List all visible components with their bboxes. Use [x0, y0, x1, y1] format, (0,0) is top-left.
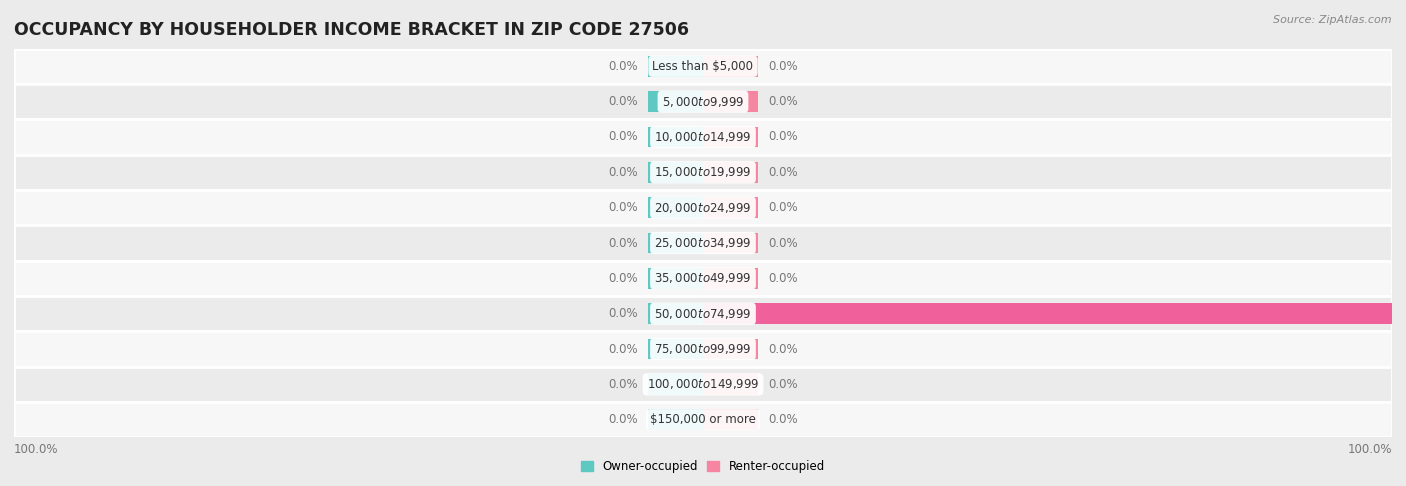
Text: 0.0%: 0.0%	[607, 60, 637, 73]
Text: $50,000 to $74,999: $50,000 to $74,999	[654, 307, 752, 321]
Text: 0.0%: 0.0%	[769, 272, 799, 285]
Bar	[648, 91, 703, 112]
Bar	[14, 155, 1392, 190]
Bar	[648, 339, 703, 359]
Text: 0.0%: 0.0%	[607, 166, 637, 179]
Bar	[703, 339, 758, 359]
Text: 0.0%: 0.0%	[769, 60, 799, 73]
Bar	[648, 303, 703, 324]
Text: 100.0%: 100.0%	[14, 443, 59, 456]
Bar	[14, 260, 1392, 296]
Text: 0.0%: 0.0%	[769, 166, 799, 179]
Bar	[648, 127, 703, 147]
Text: $5,000 to $9,999: $5,000 to $9,999	[662, 95, 744, 108]
Bar	[703, 410, 758, 430]
Bar	[703, 56, 758, 76]
Text: 0.0%: 0.0%	[607, 272, 637, 285]
Bar	[703, 91, 758, 112]
Text: $75,000 to $99,999: $75,000 to $99,999	[654, 342, 752, 356]
Text: 0.0%: 0.0%	[607, 130, 637, 143]
Text: $100,000 to $149,999: $100,000 to $149,999	[647, 378, 759, 391]
Text: 0.0%: 0.0%	[769, 343, 799, 356]
Bar	[14, 49, 1392, 84]
Text: 0.0%: 0.0%	[607, 237, 637, 249]
Bar	[703, 197, 758, 218]
Text: OCCUPANCY BY HOUSEHOLDER INCOME BRACKET IN ZIP CODE 27506: OCCUPANCY BY HOUSEHOLDER INCOME BRACKET …	[14, 21, 689, 39]
Bar	[703, 162, 758, 183]
Bar	[648, 56, 703, 76]
Text: $35,000 to $49,999: $35,000 to $49,999	[654, 271, 752, 285]
Text: $15,000 to $19,999: $15,000 to $19,999	[654, 165, 752, 179]
Bar	[648, 410, 703, 430]
Bar	[14, 331, 1392, 367]
Text: $25,000 to $34,999: $25,000 to $34,999	[654, 236, 752, 250]
Text: $150,000 or more: $150,000 or more	[650, 413, 756, 426]
Text: 100.0%: 100.0%	[1347, 443, 1392, 456]
Bar	[703, 303, 1406, 324]
Text: Source: ZipAtlas.com: Source: ZipAtlas.com	[1274, 15, 1392, 25]
Bar	[14, 296, 1392, 331]
Text: 0.0%: 0.0%	[607, 413, 637, 426]
Bar	[703, 233, 758, 253]
Text: 0.0%: 0.0%	[607, 343, 637, 356]
Legend: Owner-occupied, Renter-occupied: Owner-occupied, Renter-occupied	[576, 456, 830, 478]
Bar	[648, 197, 703, 218]
Text: Less than $5,000: Less than $5,000	[652, 60, 754, 73]
Bar	[703, 127, 758, 147]
Text: 0.0%: 0.0%	[769, 201, 799, 214]
Bar	[14, 226, 1392, 260]
Bar	[703, 374, 758, 395]
Text: 0.0%: 0.0%	[769, 130, 799, 143]
Bar	[648, 162, 703, 183]
Text: 0.0%: 0.0%	[769, 378, 799, 391]
Bar	[14, 84, 1392, 119]
Bar	[14, 367, 1392, 402]
Bar	[703, 268, 758, 289]
Bar	[648, 374, 703, 395]
Text: 0.0%: 0.0%	[769, 237, 799, 249]
Bar	[648, 268, 703, 289]
Bar	[648, 233, 703, 253]
Text: 0.0%: 0.0%	[769, 95, 799, 108]
Bar	[14, 190, 1392, 226]
Text: 0.0%: 0.0%	[607, 307, 637, 320]
Text: 0.0%: 0.0%	[607, 378, 637, 391]
Bar	[14, 402, 1392, 437]
Text: 0.0%: 0.0%	[769, 413, 799, 426]
Text: $20,000 to $24,999: $20,000 to $24,999	[654, 201, 752, 215]
Text: $10,000 to $14,999: $10,000 to $14,999	[654, 130, 752, 144]
Bar	[14, 119, 1392, 155]
Text: 0.0%: 0.0%	[607, 95, 637, 108]
Text: 0.0%: 0.0%	[607, 201, 637, 214]
